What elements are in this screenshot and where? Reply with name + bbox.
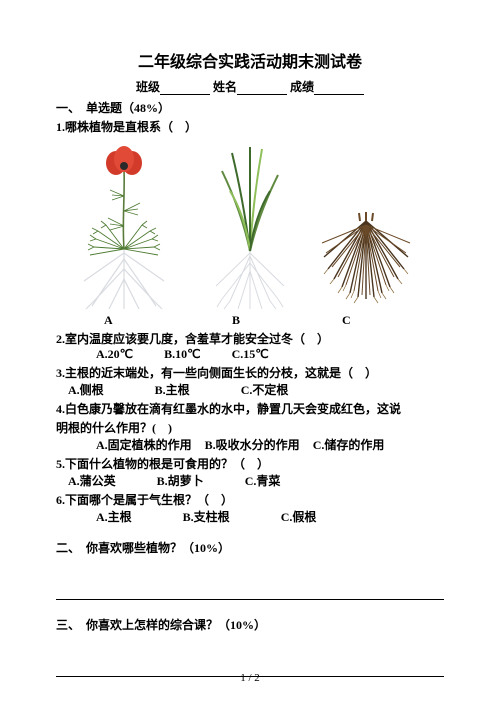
q6-stem: 6.下面哪个是属于气生根？（ ） xyxy=(56,491,444,508)
q3-options: A.侧根 B.主根 C.不定根 xyxy=(56,381,444,398)
figure-c-label: C xyxy=(342,313,351,328)
q5-opt-c[interactable]: C.青菜 xyxy=(245,472,281,489)
q6-opt-c[interactable]: C.假根 xyxy=(281,508,317,525)
q4-opt-b[interactable]: B.吸收水分的作用 xyxy=(205,436,300,453)
q5-stem: 5.下面什么植物的根是可食用的？（ ） xyxy=(56,455,444,472)
q3-opt-a[interactable]: A.侧根 xyxy=(68,381,104,398)
q6-opt-b[interactable]: B.支柱根 xyxy=(183,508,230,525)
section2-answer-line[interactable] xyxy=(56,574,444,600)
page-title: 二年级综合实践活动期末测试卷 xyxy=(56,48,444,72)
score-label: 成绩 xyxy=(290,80,314,94)
q4-options: A.固定植株的作用 B.吸收水分的作用 C.储存的作用 xyxy=(56,436,444,453)
class-blank[interactable] xyxy=(160,82,210,95)
figure-c-plant xyxy=(316,211,416,311)
page-number: 1 / 2 xyxy=(0,672,500,684)
figure-a-plant xyxy=(64,141,184,311)
q4-opt-a[interactable]: A.固定植株的作用 xyxy=(96,436,192,453)
section1-heading: 一、 单选题（48%） xyxy=(56,99,444,116)
q3-opt-c[interactable]: C.不定根 xyxy=(241,381,289,398)
q4-stem-1: 4.白色康乃馨放在滴有红墨水的水中，静置几天会变成红色，这说 xyxy=(56,400,444,417)
q2-opt-a[interactable]: A.20℃ xyxy=(96,347,133,362)
section2-heading: 二、 你喜欢哪些植物？（10%） xyxy=(56,539,444,556)
header-blanks: 班级 姓名 成绩 xyxy=(56,78,444,95)
q6-opt-a[interactable]: A.主根 xyxy=(96,508,132,525)
q3-stem: 3.主根的近末端处，有一些向侧面生长的分枝，这就是（ ） xyxy=(56,364,444,381)
q5-opt-a[interactable]: A.蒲公英 xyxy=(68,472,116,489)
section3-heading: 三、 你喜欢上怎样的综合课？（10%） xyxy=(56,616,444,633)
q2-opt-b[interactable]: B.10℃ xyxy=(164,347,200,362)
q3-opt-b[interactable]: B.主根 xyxy=(155,381,190,398)
q2-stem: 2.室内温度应该要几度，含羞草才能安全过冬（ ） xyxy=(56,330,444,347)
name-blank[interactable] xyxy=(237,82,287,95)
q4-opt-c[interactable]: C.储存的作用 xyxy=(313,436,385,453)
q4-stem-2: 明根的什么作用？( ) xyxy=(56,419,444,436)
q2-opt-c[interactable]: C.15℃ xyxy=(232,347,269,362)
q1-stem: 1.哪株植物是直根系（ ） xyxy=(56,118,444,135)
q1-figure-labels: A B C xyxy=(56,313,444,328)
figure-b-label: B xyxy=(232,313,342,328)
q1-figures xyxy=(64,141,444,311)
q2-options: A.20℃ B.10℃ C.15℃ xyxy=(56,347,444,362)
class-label: 班级 xyxy=(136,80,160,94)
figure-a-label: A xyxy=(104,313,232,328)
figure-b-plant xyxy=(200,141,300,311)
score-blank[interactable] xyxy=(314,82,364,95)
q6-options: A.主根 B.支柱根 C.假根 xyxy=(56,508,444,525)
name-label: 姓名 xyxy=(213,80,237,94)
q5-options: A.蒲公英 B.胡萝卜 C.青菜 xyxy=(56,472,444,489)
q5-opt-b[interactable]: B.胡萝卜 xyxy=(157,472,204,489)
